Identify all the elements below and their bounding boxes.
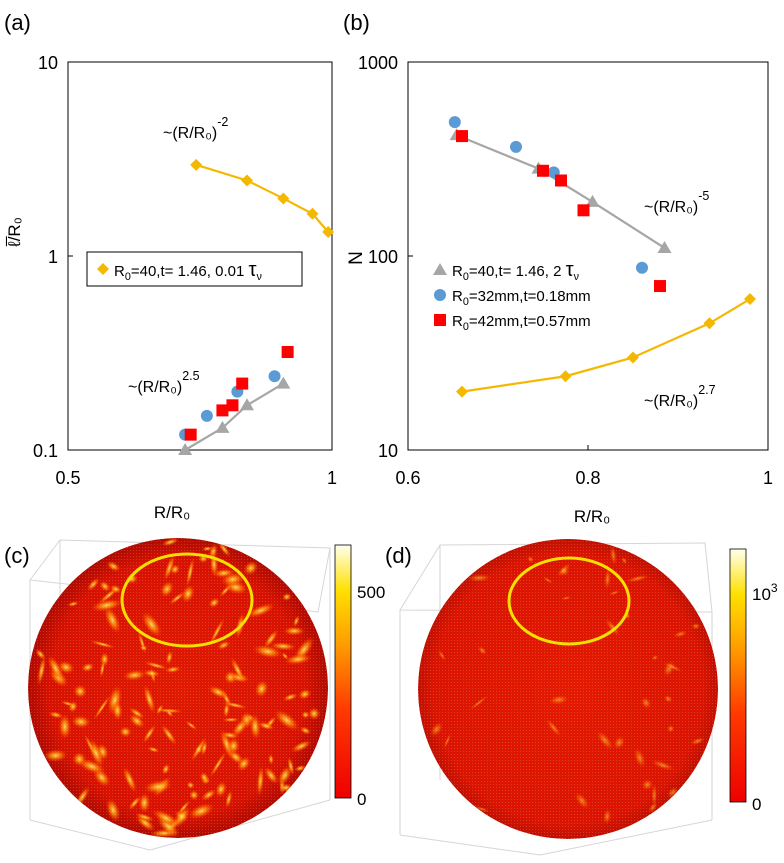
chart-b-series-0-point [585,194,600,207]
chart-b-legend-marker-2 [434,314,446,326]
chart-a-series-1-point [276,376,291,389]
chart-b-series-3 [456,293,756,398]
chart-a-ylabel: ℓ̅/R₀ [5,217,24,248]
chart-b-series-3-point [703,317,716,330]
chart-b-legend-marker-0 [433,263,447,275]
chart-a-series-0-line [195,163,330,233]
chart-a-series-1-point [178,443,193,455]
chart-a-ytick-label: 10 [38,53,58,73]
chart-b-xlabel: R/R₀ [574,507,610,526]
chart-a-series-1-point [215,420,230,433]
panel-d-letter: (d) [385,543,412,568]
chart-a-series-3-point [236,377,249,390]
chart-a-series-3-point [184,428,197,441]
chart-a-series-0-point [241,174,254,187]
chart-a-ytick-label: 0.1 [33,441,58,461]
panel-d-sphere [418,539,718,839]
chart-b-series-1-point [448,116,461,129]
chart-a-annotation-top: ~(R/R₀)-2 [163,115,228,142]
chart-b-legend-marker-1 [434,289,446,301]
chart-a-legend-marker [97,263,109,275]
chart-a-series-0 [190,158,335,238]
chart-a-annotation-bottom: ~(R/R₀)2.5 [128,369,200,396]
chart-b-series-0-point [657,240,672,253]
chart-b-series-3-point [559,370,572,383]
chart-a-series-2-point [268,370,281,383]
panel-c-colorbar-min: 0 [357,790,366,809]
chart-b-legend-label-2: R0=42mm,t=0.57mm [452,313,591,333]
chart-a-legend-box [86,251,303,287]
chart-b-series-0 [449,128,672,253]
chart-a-xlabel: R/R₀ [154,503,190,522]
chart-b-series-3-point [627,351,639,364]
chart-b-xtick-label: 0.6 [395,468,420,488]
chart-b-xtick-label: 1 [763,468,773,488]
chart-b-legend: R0=40,t= 1.46, 2 τν R0=32mm,t=0.18mm R0=42… [433,259,591,333]
chart-b-series-1 [448,116,648,274]
chart-b-series-1-point [636,261,648,274]
chart-b-ylabel: N [346,251,367,265]
chart-a-legend-label: R0=40,t= 1.46, 0.01 τν [114,259,262,283]
chart-a-ytick-label: 1 [48,247,58,267]
panel-d-colorbar-min: 0 [752,795,761,814]
panel-d-colorbar-max: 103 [752,581,778,604]
chart-b-ytick-label: 100 [368,247,398,267]
panel-d-highlight-ring [507,556,631,646]
chart-b-series-0-line [456,134,666,249]
panel-d-colorbar [729,548,747,803]
chart-b-series-2-point [654,280,666,293]
chart-b-series-2-point [577,204,590,217]
chart-a-series-0-point [322,225,335,238]
chart-a-series-0-point [277,192,290,205]
chart-a-series-3-point [281,346,294,359]
chart-a-series-1-line [184,382,284,451]
chart-b-series-3-point [744,293,756,306]
chart-b-series-3-point [456,385,468,398]
chart-b-annotation-top: ~(R/R₀)-5 [644,189,709,216]
chart-a-series-2-point [200,409,213,422]
chart-b-legend-label-0: R0=40,t= 1.46, 2 τν [452,259,579,283]
chart-a-series-0-point [190,158,203,171]
chart-a-series-3-point [226,399,239,412]
chart-b-series-2-point [456,130,468,143]
chart-b-series-2-point [537,164,549,177]
chart-b-legend-label-1: R0=32mm,t=0.18mm [452,288,591,308]
panel-c-colorbar-max: 500 [357,583,385,602]
chart-b-ytick-label: 1000 [358,53,398,73]
panel-c-sphere [28,538,328,838]
chart-b-xtick-label: 0.8 [575,468,600,488]
panel-b-letter: (b) [343,10,370,35]
chart-a: 0.5 1 0.1 1 10 R/R₀ ℓ̅/R₀ ~(R/R₀)-2 ~(R/R₀)2.5 R0… [5,53,337,522]
chart-b-ytick-label: 10 [378,441,398,461]
chart-a-xtick-label: 0.5 [55,468,80,488]
panel-c-colorbar [334,544,352,799]
chart-b-series-2 [456,130,666,293]
chart-a-series-1 [178,376,291,455]
chart-a-legend: R0=40,t= 1.46, 0.01 τν [86,251,303,287]
chart-b: 0.6 0.8 1 10 100 1000 R/R₀ N ~(R/R₀)-5 ~(R/R₀)2.7… [346,53,773,526]
chart-a-series-0-point [306,207,319,220]
chart-a-series-3 [184,346,294,441]
chart-a-xtick-label: 1 [327,468,337,488]
chart-a-series-3-point [216,404,229,417]
panel-c-letter: (c) [4,543,30,568]
chart-b-annotation-bottom: ~(R/R₀)2.7 [644,383,716,410]
chart-b-series-2-point [555,174,567,187]
panel-a-letter: (a) [4,10,31,35]
chart-b-series-1-point [510,140,522,153]
panel-c-highlight-ring [120,552,254,648]
chart-a-series-1-point [240,398,255,411]
